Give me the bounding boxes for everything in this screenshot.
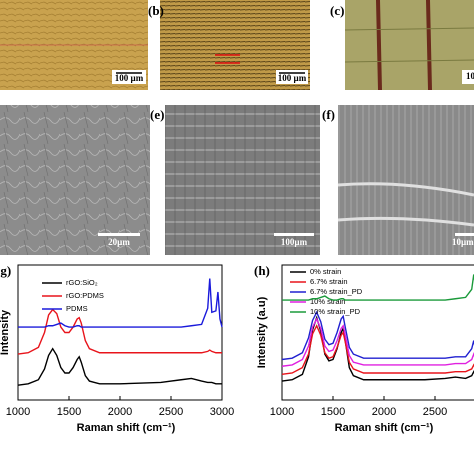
x-tick-label: 1500 xyxy=(57,406,81,418)
legend-label: rGO:SiO₂ xyxy=(66,278,98,287)
cracks xyxy=(344,27,474,63)
spectrum xyxy=(17,347,222,386)
sem-f xyxy=(338,105,474,255)
legend-label: 10% strain xyxy=(310,297,345,306)
legend-label: 6.7% strain_PD xyxy=(310,287,363,296)
scale-bar xyxy=(98,233,140,236)
legend-label: 10% strain_PD xyxy=(310,307,361,316)
cracks xyxy=(376,0,432,91)
x-tick-label: 2500 xyxy=(159,406,183,418)
x-tick-label: 2000 xyxy=(108,406,132,418)
spectrum xyxy=(281,324,474,376)
y-axis-label: Intensity (a.u) xyxy=(256,296,268,368)
legend-label: rGO:PDMS xyxy=(66,291,104,300)
panel-label: (c) xyxy=(330,3,344,18)
spectrum xyxy=(281,310,474,361)
spectrum xyxy=(18,278,223,328)
scale-bar xyxy=(455,233,474,236)
scale-box xyxy=(462,70,474,84)
spectrum xyxy=(17,308,222,355)
scale-label: 100 µm xyxy=(115,73,144,83)
x-tick-label: 1000 xyxy=(6,406,30,418)
x-tick-label: 3000 xyxy=(210,406,234,418)
arrows xyxy=(215,54,240,64)
legend-label: 6.7% strain xyxy=(310,277,348,286)
sem-d xyxy=(0,105,150,255)
scale-label: 20µm xyxy=(108,237,130,247)
spectrum xyxy=(281,317,474,367)
legend-label: PDMS xyxy=(66,304,88,313)
panel-label: (h) xyxy=(254,263,270,278)
panel-label: (f) xyxy=(322,107,335,122)
x-axis-label: Raman shift (cm⁻¹) xyxy=(77,422,176,434)
x-tick-label: 2500 xyxy=(423,406,447,418)
scale-label: 10µm xyxy=(452,237,474,247)
panel-label: (e) xyxy=(150,107,164,122)
wrinkles xyxy=(337,182,474,227)
spectrum xyxy=(282,274,474,301)
scale-label: 100µm xyxy=(281,237,308,247)
micrograph-c xyxy=(345,0,474,90)
scale-bar xyxy=(274,233,314,236)
panel-label: (b) xyxy=(148,3,164,18)
sem-e xyxy=(165,105,320,255)
x-tick-label: 1000 xyxy=(270,406,294,418)
x-axis-label: Raman shift (cm⁻¹) xyxy=(335,422,434,434)
x-tick-label: 2000 xyxy=(372,406,396,418)
x-tick-label: 1500 xyxy=(321,406,345,418)
plot-frame xyxy=(17,264,223,401)
legend-label: 0% strain xyxy=(310,267,341,276)
panel-label: (g) xyxy=(0,263,11,278)
y-axis-label: Intensity xyxy=(0,309,11,355)
scale-label: 100 µm xyxy=(278,73,307,83)
scale-label: 100 µm xyxy=(466,71,474,81)
